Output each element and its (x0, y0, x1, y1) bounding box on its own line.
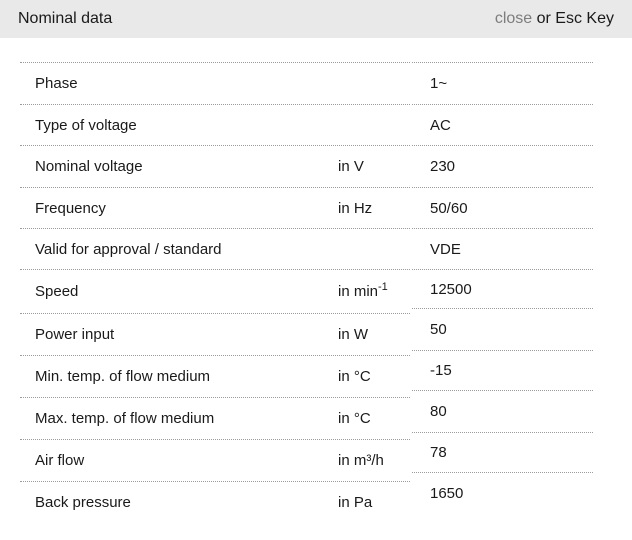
value-speed: 12500 (412, 269, 593, 308)
row-label: Type of voltage (35, 116, 137, 134)
row-unit: in °C (338, 410, 371, 427)
row-approval-standard: Valid for approval / standard (20, 228, 410, 269)
row-unit: in Hz (338, 199, 373, 217)
row-speed: Speed in min-1 (20, 269, 410, 313)
row-back-pressure: Back pressure in Pa (20, 481, 410, 523)
close-button[interactable]: close (494, 10, 533, 27)
row-phase: Phase (20, 62, 410, 104)
row-value: 80 (430, 403, 447, 420)
row-value: VDE (430, 240, 461, 258)
row-label: Max. temp. of flow medium (35, 410, 215, 427)
value-power-input: 50 (412, 308, 593, 350)
row-label: Speed (35, 283, 79, 300)
row-unit: in W (338, 326, 368, 343)
row-label: Nominal voltage (35, 158, 143, 175)
row-nominal-voltage: Nominal voltage in V (20, 145, 410, 187)
row-value: 12500 (430, 280, 472, 298)
row-label: Power input (35, 326, 115, 343)
value-back-pressure: 1650 (412, 472, 593, 514)
value-phase: 1~ (412, 62, 593, 104)
close-hint: close or Esc Key (495, 10, 614, 28)
row-max-temp: Max. temp. of flow medium in °C (20, 397, 410, 439)
row-unit: in °C (338, 368, 371, 385)
row-unit: in Pa (338, 494, 373, 511)
row-type-of-voltage: Type of voltage (20, 104, 410, 145)
row-value: 230 (430, 158, 456, 175)
value-nominal-voltage: 230 (412, 145, 593, 187)
row-label: Air flow (35, 452, 85, 469)
row-unit: in m³/h (338, 452, 384, 469)
value-min-temp: -15 (412, 350, 593, 390)
row-value: 50 (430, 321, 447, 338)
row-value: 1~ (430, 75, 448, 92)
spec-table: Phase Type of voltage Nominal voltage in… (20, 62, 632, 523)
row-label: Frequency (35, 199, 106, 217)
row-value: -15 (430, 362, 452, 379)
row-value: 78 (430, 444, 447, 461)
close-hint-suffix: or Esc Key (532, 10, 614, 27)
row-label: Min. temp. of flow medium (35, 368, 211, 385)
value-approval-standard: VDE (412, 228, 593, 269)
row-label: Valid for approval / standard (35, 240, 222, 258)
modal-title: Nominal data (18, 10, 113, 27)
modal-header: Nominal data close or Esc Key (0, 0, 632, 38)
row-value: 50/60 (430, 199, 468, 217)
row-min-temp: Min. temp. of flow medium in °C (20, 355, 410, 397)
row-power-input: Power input in W (20, 313, 410, 355)
row-label: Phase (35, 75, 78, 92)
spec-value-column: 1~ AC 230 50/60 VDE 12500 50 -15 80 78 1… (412, 62, 593, 514)
row-value: AC (430, 116, 451, 134)
row-frequency: Frequency in Hz (20, 187, 410, 228)
row-unit: in min-1 (338, 281, 388, 301)
row-air-flow: Air flow in m³/h (20, 439, 410, 481)
row-value: 1650 (430, 485, 464, 502)
row-label: Back pressure (35, 494, 131, 511)
row-unit: in V (338, 158, 364, 175)
spec-label-column: Phase Type of voltage Nominal voltage in… (20, 62, 410, 523)
value-frequency: 50/60 (412, 187, 593, 228)
value-max-temp: 80 (412, 390, 593, 432)
value-air-flow: 78 (412, 432, 593, 472)
value-type-of-voltage: AC (412, 104, 593, 145)
